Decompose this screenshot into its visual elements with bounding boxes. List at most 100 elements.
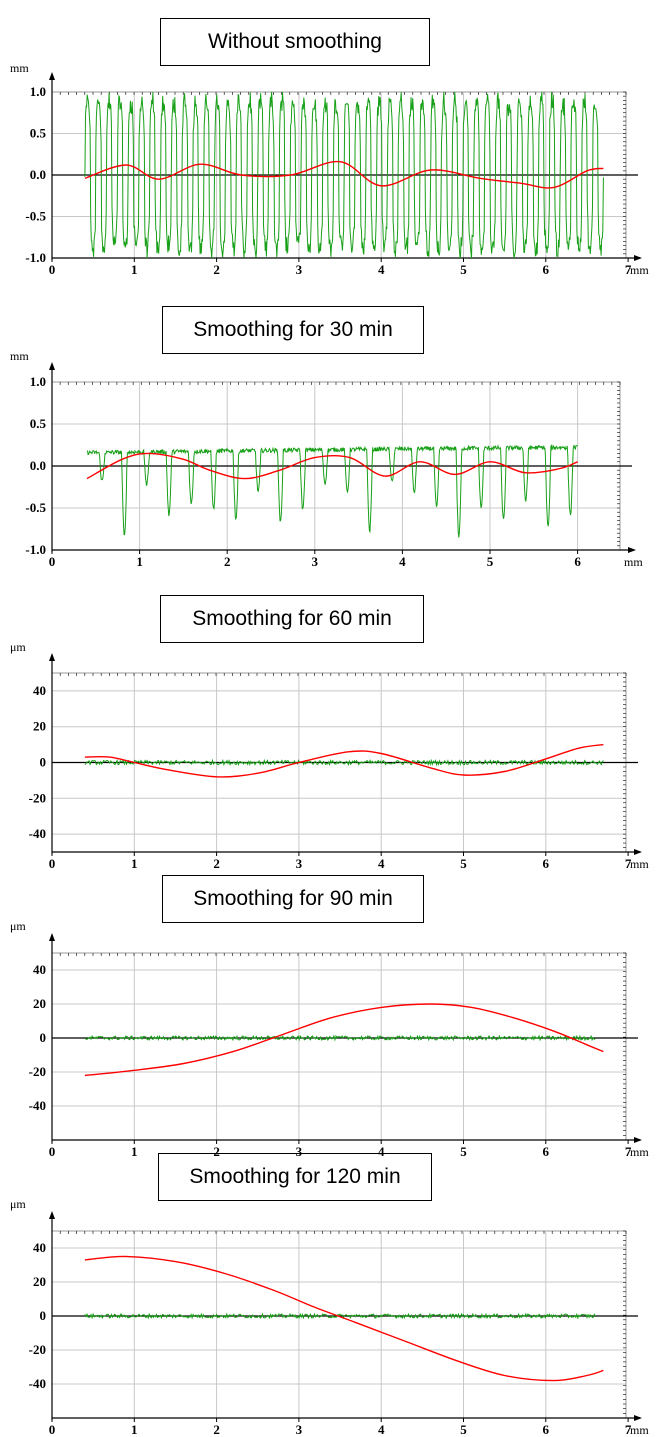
- x-tick-label: 7: [625, 262, 632, 277]
- y-tick-label: 40: [33, 683, 46, 698]
- y-unit-label: mm: [10, 61, 29, 75]
- y-tick-label: 40: [33, 1240, 46, 1255]
- x-tick-label: 6: [543, 856, 550, 871]
- plot-area: [51, 952, 627, 1141]
- x-tick-label: 2: [213, 262, 220, 277]
- x-tick-label: 1: [131, 1144, 138, 1159]
- series-waviness: [86, 452, 578, 480]
- series-waviness: [84, 1003, 604, 1077]
- y-tick-label: -40: [29, 1098, 46, 1113]
- x-unit-label: mm: [630, 1423, 649, 1437]
- x-axis-arrow: [628, 547, 636, 553]
- y-tick-label: 0.5: [30, 126, 47, 141]
- x-tick-label: 3: [296, 856, 303, 871]
- y-axis-arrow: [49, 933, 55, 941]
- y-tick-label: 0: [40, 1030, 47, 1045]
- plot-area: [51, 1230, 627, 1419]
- y-tick-label: 0.0: [30, 458, 46, 473]
- series-residual: [84, 1312, 596, 1320]
- series-noisy-profile: [84, 91, 604, 259]
- y-tick-label: -1.0: [25, 250, 46, 265]
- series-waviness: [84, 1255, 604, 1382]
- y-tick-label: -1.0: [25, 542, 46, 557]
- x-unit-label: mm: [630, 1145, 649, 1159]
- series-residual: [84, 758, 604, 767]
- x-unit-label: mm: [630, 857, 649, 871]
- y-tick-label: 0: [40, 1308, 47, 1323]
- y-tick-label: -20: [29, 1064, 46, 1079]
- chart-panel-2: 0 1 2 3 4 5 6 7 40 20 0 -20 -40 μm mm: [10, 640, 649, 871]
- series-residual: [84, 1034, 596, 1042]
- x-axis-arrow: [634, 849, 642, 855]
- x-tick-label: 5: [460, 262, 467, 277]
- series-profile: [86, 443, 578, 538]
- x-tick-label: 7: [625, 1422, 632, 1437]
- x-tick-label: 6: [543, 262, 550, 277]
- x-tick-label: 2: [213, 1144, 220, 1159]
- y-unit-label: μm: [10, 640, 26, 654]
- series-waviness: [84, 160, 604, 189]
- y-tick-label: 1.0: [30, 84, 46, 99]
- x-tick-label: 5: [487, 554, 494, 569]
- y-tick-label: -40: [29, 1376, 46, 1391]
- y-axis-arrow: [49, 362, 55, 370]
- x-tick-label: 3: [296, 262, 303, 277]
- x-axis-arrow: [634, 1137, 642, 1143]
- panel-title-0: Without smoothing: [160, 18, 430, 66]
- y-tick-label: 40: [33, 962, 46, 977]
- x-tick-label: 3: [312, 554, 319, 569]
- x-tick-label: 3: [296, 1422, 303, 1437]
- x-tick-label: 1: [136, 554, 143, 569]
- y-tick-label: 20: [33, 996, 46, 1011]
- panel-title-1: Smoothing for 30 min: [162, 306, 424, 354]
- y-tick-label: 20: [33, 1274, 46, 1289]
- x-tick-label: 6: [543, 1144, 550, 1159]
- x-tick-label: 7: [625, 856, 632, 871]
- x-unit-label: mm: [624, 555, 643, 569]
- x-tick-label: 0: [49, 1144, 56, 1159]
- x-tick-label: 4: [378, 1144, 385, 1159]
- x-tick-label: 4: [378, 1422, 385, 1437]
- x-tick-label: 4: [378, 262, 385, 277]
- x-tick-label: 2: [213, 856, 220, 871]
- x-axis-arrow: [634, 1415, 642, 1421]
- x-tick-label: 2: [213, 1422, 220, 1437]
- x-tick-label: 6: [543, 1422, 550, 1437]
- y-tick-label: 0: [40, 755, 47, 770]
- x-tick-label: 0: [49, 1422, 56, 1437]
- x-tick-label: 5: [460, 1144, 467, 1159]
- x-tick-label: 4: [399, 554, 406, 569]
- y-axis-arrow: [49, 72, 55, 80]
- y-tick-label: 0.5: [30, 416, 47, 431]
- x-tick-label: 1: [131, 1422, 138, 1437]
- x-tick-label: 7: [625, 1144, 632, 1159]
- x-tick-label: 5: [460, 1422, 467, 1437]
- y-unit-label: μm: [10, 919, 26, 933]
- y-tick-label: -20: [29, 1342, 46, 1357]
- x-tick-label: 0: [49, 554, 56, 569]
- x-tick-label: 0: [49, 262, 56, 277]
- chart-panel-3: 0 1 2 3 4 5 6 7 40 20 0 -20 -40 μm mm: [10, 919, 649, 1159]
- x-tick-label: 1: [131, 262, 138, 277]
- y-tick-label: -0.5: [25, 500, 46, 515]
- panel-title-2: Smoothing for 60 min: [160, 595, 424, 643]
- y-axis-arrow: [49, 1211, 55, 1219]
- x-tick-label: 4: [378, 856, 385, 871]
- x-tick-label: 5: [460, 856, 467, 871]
- x-tick-label: 2: [224, 554, 231, 569]
- x-tick-label: 1: [131, 856, 138, 871]
- chart-panel-1: 0 1 2 3 4 5 6 1.0 0.5 0.0 -0.5 -1.0 mm mm: [10, 349, 643, 569]
- y-unit-label: μm: [10, 1197, 26, 1211]
- series-waviness: [84, 743, 604, 778]
- x-tick-label: 0: [49, 856, 56, 871]
- y-tick-label: 0.0: [30, 167, 46, 182]
- panel-title-3: Smoothing for 90 min: [162, 875, 424, 923]
- y-tick-label: 1.0: [30, 374, 46, 389]
- x-axis-arrow: [634, 255, 642, 261]
- x-unit-label: mm: [630, 263, 649, 277]
- chart-panel-0: 0 1 2 3 4 5 6 7 1.0 0.5 0.0 -0.5 -1.0 mm mm: [10, 61, 649, 277]
- x-tick-label: 3: [296, 1144, 303, 1159]
- y-unit-label: mm: [10, 349, 29, 363]
